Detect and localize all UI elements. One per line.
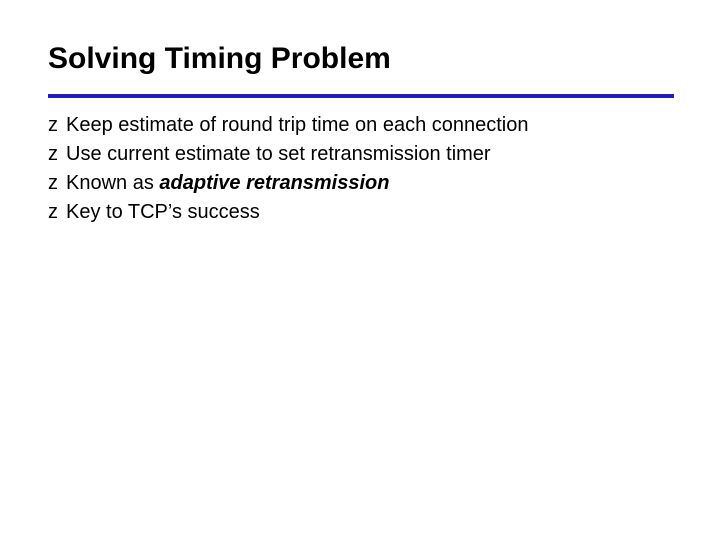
slide-title: Solving Timing Problem — [48, 42, 391, 76]
bullet-icon: z — [48, 170, 58, 197]
bullet-text: Use current estimate to set retransmissi… — [66, 141, 491, 168]
bullet-text: Keep estimate of round trip time on each… — [66, 112, 529, 139]
text-segment: Key to TCP’s success — [66, 201, 260, 223]
list-item: z Key to TCP’s success — [48, 199, 672, 226]
bullet-icon: z — [48, 141, 58, 168]
slide: Solving Timing Problem z Keep estimate of… — [0, 0, 720, 540]
bullet-icon: z — [48, 112, 58, 139]
emphasized-term: adaptive retransmission — [159, 172, 389, 194]
text-segment: Use current estimate to set retransmissi… — [66, 143, 491, 165]
text-segment: Known as — [66, 172, 159, 194]
bullet-list: z Keep estimate of round trip time on eac… — [48, 112, 672, 228]
list-item: z Known as adaptive retransmission — [48, 170, 672, 197]
bullet-text: Key to TCP’s success — [66, 199, 260, 226]
list-item: z Keep estimate of round trip time on eac… — [48, 112, 672, 139]
bullet-icon: z — [48, 199, 58, 226]
bullet-text: Known as adaptive retransmission — [66, 170, 389, 197]
text-segment: Keep estimate of round trip time on each… — [66, 114, 529, 136]
list-item: z Use current estimate to set retransmiss… — [48, 141, 672, 168]
title-underline — [48, 94, 674, 98]
